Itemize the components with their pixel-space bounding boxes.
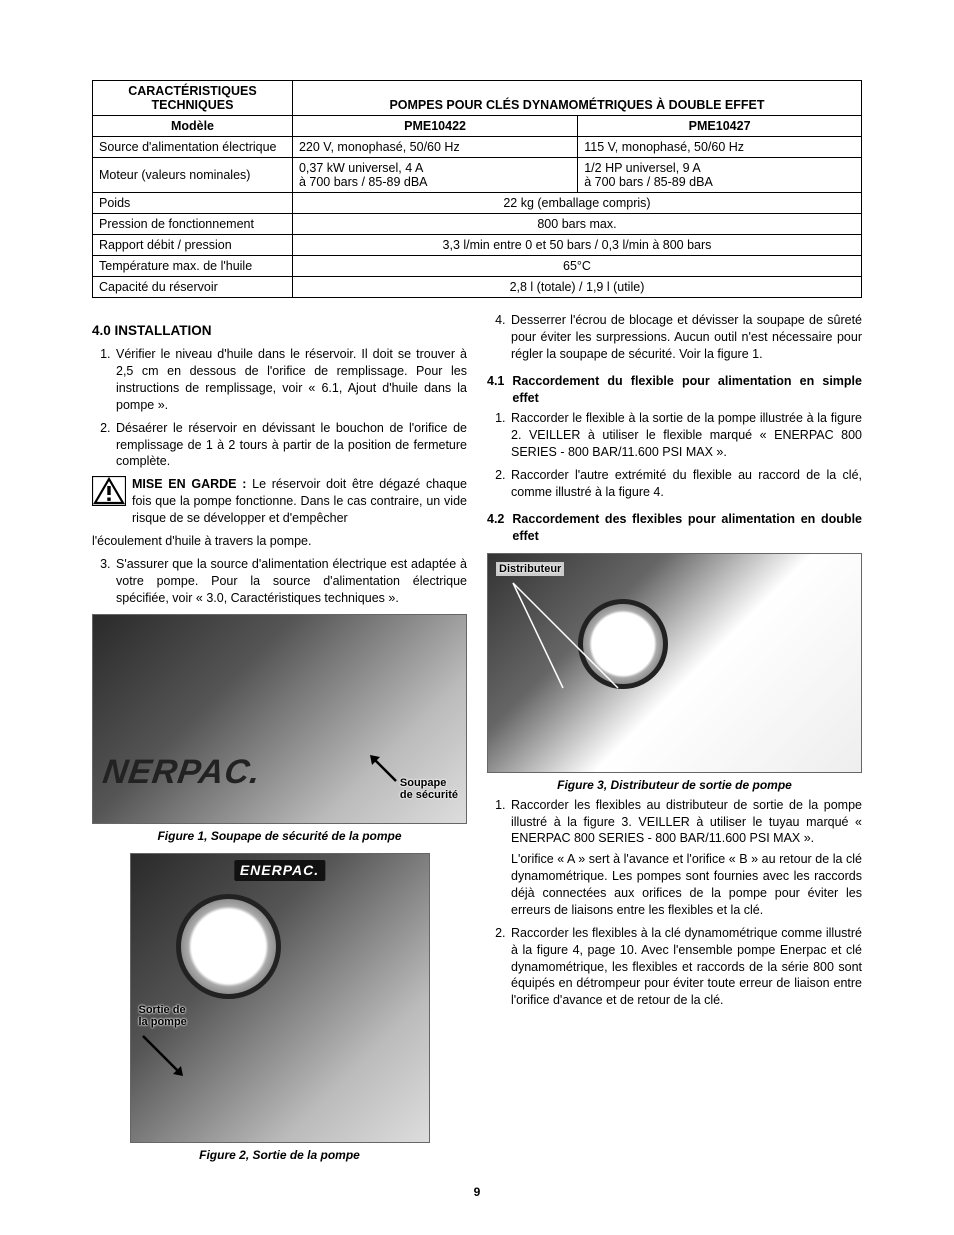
table-cell: Pression de fonctionnement — [93, 214, 293, 235]
arrow-icon — [139, 1032, 189, 1082]
table-header-right: POMPES POUR CLÉS DYNAMOMÉTRIQUES À DOUBL… — [292, 81, 861, 116]
table-header-left-l2: TECHNIQUES — [99, 98, 286, 112]
left-column: 4.0 INSTALLATION Vérifier le niveau d'hu… — [92, 308, 467, 1167]
table-cell: Capacité du réservoir — [93, 277, 293, 298]
figure-3: Distributeur Figure 3, Distributeur de s… — [487, 553, 862, 793]
table-cell: 22 kg (emballage compris) — [292, 193, 861, 214]
list-4-2: Raccorder les flexibles au distributeur … — [487, 797, 862, 1010]
figure-2-label-l1: Sortie de — [139, 1004, 187, 1016]
list-item: Raccorder les flexibles au distributeur … — [509, 797, 862, 919]
table-cell: 1/2 HP universel, 9 A à 700 bars / 85-89… — [578, 158, 862, 193]
list-item: S'assurer que la source d'alimentation é… — [114, 556, 467, 607]
list-item: Désaérer le réservoir en dévissant le bo… — [114, 420, 467, 471]
table-row: Rapport débit / pression 3,3 l/min entre… — [93, 235, 862, 256]
table-col2-header: PME10427 — [578, 116, 862, 137]
list-item: Desserrer l'écrou de blocage et dévisser… — [509, 312, 862, 363]
figure-3-label: Distributeur — [496, 562, 564, 576]
table-header-left: CARACTÉRISTIQUES TECHNIQUES — [93, 81, 293, 116]
table-cell: Température max. de l'huile — [93, 256, 293, 277]
table-cell: Rapport débit / pression — [93, 235, 293, 256]
figure-2-image: ENERPAC. Sortie de la pompe — [130, 853, 430, 1143]
page-number: 9 — [92, 1185, 862, 1199]
warning-continuation: l'écoulement d'huile à travers la pompe. — [92, 533, 467, 550]
warning-text: MISE EN GARDE : Le réservoir doit être d… — [132, 476, 467, 527]
figure-3-image: Distributeur — [487, 553, 862, 773]
install-list-cont2: Desserrer l'écrou de blocage et dévisser… — [487, 312, 862, 363]
table-cell: 800 bars max. — [292, 214, 861, 235]
warning-block: MISE EN GARDE : Le réservoir doit être d… — [92, 476, 467, 527]
body-columns: 4.0 INSTALLATION Vérifier le niveau d'hu… — [92, 308, 862, 1167]
figure-1-label-l2: de sécurité — [400, 789, 458, 801]
page: CARACTÉRISTIQUES TECHNIQUES POMPES POUR … — [0, 0, 954, 1229]
section-4-2-num: 4.2 — [487, 511, 504, 545]
list-item: Raccorder l'autre extrémité du flexible … — [509, 467, 862, 501]
table-cell: 0,37 kW universel, 4 A à 700 bars / 85-8… — [292, 158, 577, 193]
figure-2: ENERPAC. Sortie de la pompe Figure 2, So… — [92, 853, 467, 1163]
table-row: Capacité du réservoir 2,8 l (totale) / 1… — [93, 277, 862, 298]
figure-1: NERPAC. Soupape de sécurité Figure 1, So… — [92, 614, 467, 844]
arrow-icon — [368, 753, 398, 783]
section-4-1-text: Raccordement du flexible pour alimentati… — [512, 373, 862, 407]
brand-text: ENERPAC. — [234, 860, 325, 881]
figure-2-label-l2: la pompe — [139, 1016, 187, 1028]
warning-icon — [92, 476, 126, 506]
table-cell: 2,8 l (totale) / 1,9 l (utile) — [292, 277, 861, 298]
section-4-0-title: 4.0 INSTALLATION — [92, 322, 467, 340]
section-4-2-text: Raccordement des flexibles pour alimenta… — [512, 511, 862, 545]
table-row: Poids 22 kg (emballage compris) — [93, 193, 862, 214]
table-cell: Moteur (valeurs nominales) — [93, 158, 293, 193]
table-header-left-l1: CARACTÉRISTIQUES — [99, 84, 286, 98]
table-row: Pression de fonctionnement 800 bars max. — [93, 214, 862, 235]
figure-1-label-l1: Soupape — [400, 777, 458, 789]
section-4-1-title: 4.1 Raccordement du flexible pour alimen… — [487, 373, 862, 407]
list-item-p2: L'orifice « A » sert à l'avance et l'ori… — [511, 851, 862, 919]
install-list-cont: S'assurer que la source d'alimentation é… — [92, 556, 467, 607]
figure-1-caption: Figure 1, Soupape de sécurité de la pomp… — [92, 828, 467, 844]
gauge-icon — [176, 894, 281, 999]
table-row: Source d'alimentation électrique 220 V, … — [93, 137, 862, 158]
table-col1-header: PME10422 — [292, 116, 577, 137]
table-row: Température max. de l'huile 65°C — [93, 256, 862, 277]
table-cell: 115 V, monophasé, 50/60 Hz — [578, 137, 862, 158]
spec-table: CARACTÉRISTIQUES TECHNIQUES POMPES POUR … — [92, 80, 862, 298]
table-cell: Source d'alimentation électrique — [93, 137, 293, 158]
section-4-2-title: 4.2 Raccordement des flexibles pour alim… — [487, 511, 862, 545]
figure-2-label: Sortie de la pompe — [139, 1004, 187, 1028]
list-item: Raccorder les flexibles à la clé dynamom… — [509, 925, 862, 1009]
figure-3-caption: Figure 3, Distributeur de sortie de pomp… — [487, 777, 862, 793]
table-cell: 220 V, monophasé, 50/60 Hz — [292, 137, 577, 158]
figure-1-label: Soupape de sécurité — [400, 777, 458, 801]
list-item-p1: Raccorder les flexibles au distributeur … — [511, 797, 862, 848]
warning-bold: MISE EN GARDE : — [132, 477, 246, 491]
list-item: Raccorder le flexible à la sortie de la … — [509, 410, 862, 461]
section-4-1-num: 4.1 — [487, 373, 504, 407]
table-row: Moteur (valeurs nominales) 0,37 kW unive… — [93, 158, 862, 193]
figure-2-caption: Figure 2, Sortie de la pompe — [92, 1147, 467, 1163]
table-row-model-label: Modèle — [93, 116, 293, 137]
right-column: Desserrer l'écrou de blocage et dévisser… — [487, 308, 862, 1167]
arrow-icon — [508, 578, 638, 708]
table-cell: Poids — [93, 193, 293, 214]
table-cell: 65°C — [292, 256, 861, 277]
table-cell: 3,3 l/min entre 0 et 50 bars / 0,3 l/min… — [292, 235, 861, 256]
figure-1-image: NERPAC. Soupape de sécurité — [92, 614, 467, 824]
brand-text: NERPAC. — [100, 750, 264, 796]
list-4-1: Raccorder le flexible à la sortie de la … — [487, 410, 862, 500]
list-item: Vérifier le niveau d'huile dans le réser… — [114, 346, 467, 414]
install-list: Vérifier le niveau d'huile dans le réser… — [92, 346, 467, 470]
